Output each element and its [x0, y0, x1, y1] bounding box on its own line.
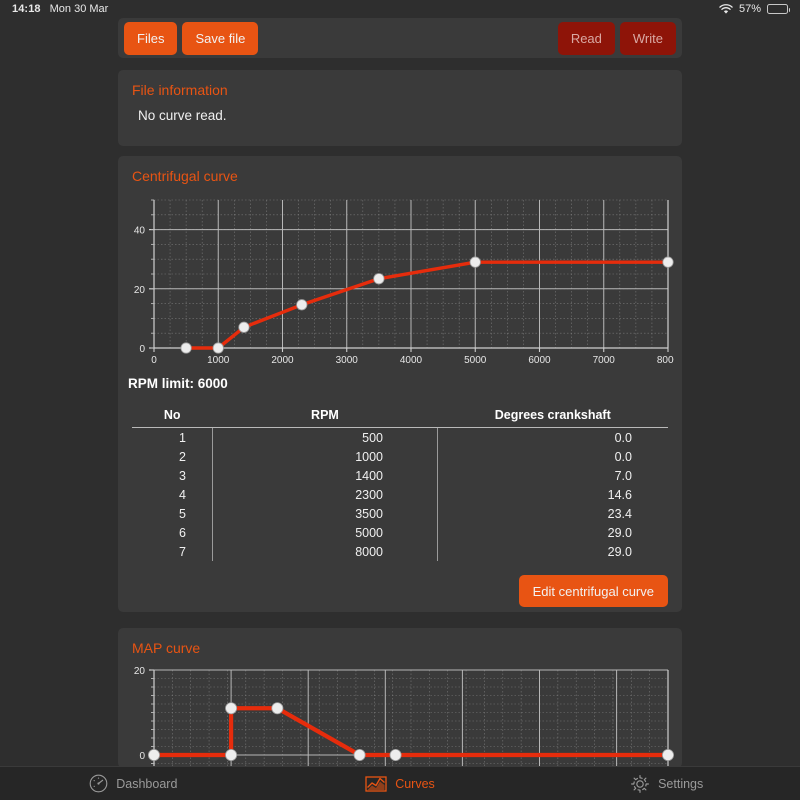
- map-chart[interactable]: 0 20: [126, 664, 674, 768]
- edit-centrifugal-curve-button[interactable]: Edit centrifugal curve: [518, 575, 668, 607]
- svg-text:20: 20: [134, 666, 146, 677]
- svg-text:3000: 3000: [336, 355, 359, 366]
- status-right-group: 57%: [719, 3, 790, 15]
- cell-no: 5: [178, 506, 186, 521]
- tab-settings-label: Settings: [658, 776, 704, 791]
- centrifugal-table: No RPM Degrees crankshaft 1 500 0.0 2 1000 0.…: [132, 405, 668, 561]
- centrifugal-chart[interactable]: 0 20 40 0 1000 2000 3000 4000 5000 6000 7000 8000: [126, 192, 674, 370]
- battery-percent: 57%: [738, 3, 761, 15]
- toolbar: Files Save file Read Write: [118, 18, 682, 58]
- table-row[interactable]: 4 2300 14.6: [132, 485, 668, 504]
- column-header-no: No: [132, 405, 213, 428]
- tab-dashboard[interactable]: Dashboard: [0, 774, 267, 793]
- cell-rpm: 3500: [211, 504, 438, 523]
- edit-button-row: Edit centrifugal curve: [132, 575, 668, 607]
- cell-degrees: 0.0: [437, 427, 668, 447]
- toolbar-left-group: Files Save file: [124, 21, 259, 55]
- cell-rpm: 5000: [211, 523, 438, 542]
- gauge-icon: [89, 774, 108, 793]
- status-time: 14:18: [12, 3, 41, 15]
- write-button[interactable]: Write: [619, 21, 676, 55]
- svg-text:1000: 1000: [207, 355, 230, 366]
- battery-icon: [767, 4, 790, 14]
- svg-text:6000: 6000: [528, 355, 551, 366]
- tab-dashboard-label: Dashboard: [116, 776, 178, 791]
- table-row[interactable]: 3 1400 7.0: [132, 466, 668, 485]
- tab-bar: Dashboard Curves: [0, 766, 800, 800]
- svg-text:2000: 2000: [271, 355, 294, 366]
- tab-curves-label: Curves: [395, 776, 435, 791]
- file-information-body: No curve read.: [118, 98, 682, 137]
- file-information-message: No curve read.: [138, 108, 227, 123]
- cell-degrees: 29.0: [437, 542, 668, 561]
- cell-no: 2: [178, 449, 186, 464]
- svg-text:0: 0: [139, 344, 145, 355]
- cell-degrees: 14.6: [437, 485, 668, 504]
- read-button[interactable]: Read: [557, 21, 615, 55]
- table-row[interactable]: 7 8000 29.0: [132, 542, 668, 561]
- svg-text:5000: 5000: [464, 355, 487, 366]
- svg-text:20: 20: [134, 285, 146, 296]
- status-date: Mon 30 Mar: [49, 3, 109, 15]
- file-information-title: File information: [132, 82, 228, 98]
- map-chart-wrap: 0 20: [118, 656, 682, 768]
- status-bar: 14:18 Mon 30 Mar 57%: [0, 0, 800, 18]
- centrifugal-curve-card: Centrifugal curve 0 20 40 0 1000 2000 3000 4000…: [118, 156, 682, 612]
- centrifugal-chart-wrap: 0 20 40 0 1000 2000 3000 4000 5000 6000 7000 8000: [118, 184, 682, 370]
- svg-text:8000: 8000: [657, 355, 674, 366]
- column-header-degrees: Degrees crankshaft: [437, 405, 668, 428]
- cell-degrees: 0.0: [437, 447, 668, 466]
- cell-no: 7: [178, 544, 186, 559]
- table-row[interactable]: 6 5000 29.0: [132, 523, 668, 542]
- cell-rpm: 1400: [211, 466, 438, 485]
- file-information-card: File information No curve read.: [118, 70, 682, 146]
- svg-text:40: 40: [134, 226, 146, 237]
- column-header-rpm: RPM: [212, 405, 438, 428]
- table-row[interactable]: 2 1000 0.0: [132, 447, 668, 466]
- cell-rpm: 2300: [211, 485, 438, 504]
- files-button[interactable]: Files: [124, 21, 178, 55]
- map-curve-card: MAP curve 0 20: [118, 628, 682, 768]
- chart-icon: [365, 774, 387, 793]
- table-body: 1 500 0.0 2 1000 0.0 3 1400 7.0 4 2300 14.6 5 3500 23.…: [132, 427, 668, 561]
- cell-rpm: 500: [211, 427, 438, 447]
- tab-settings[interactable]: Settings: [533, 774, 800, 794]
- wifi-icon: [719, 3, 733, 15]
- cell-no: 1: [178, 430, 186, 445]
- gear-icon: [630, 774, 650, 794]
- cell-degrees: 7.0: [437, 466, 668, 485]
- map-curve-title: MAP curve: [132, 640, 201, 656]
- cell-degrees: 29.0: [437, 523, 668, 542]
- svg-text:0: 0: [151, 355, 157, 366]
- rpm-limit-label: RPM limit: 6000: [128, 376, 228, 391]
- cell-degrees: 23.4: [437, 504, 668, 523]
- cell-no: 4: [178, 487, 186, 502]
- save-file-button[interactable]: Save file: [182, 21, 259, 55]
- table-row[interactable]: 5 3500 23.4: [132, 504, 668, 523]
- centrifugal-curve-title: Centrifugal curve: [132, 168, 238, 184]
- cell-no: 6: [178, 525, 186, 540]
- svg-text:0: 0: [139, 751, 145, 762]
- table-row[interactable]: 1 500 0.0: [132, 427, 668, 447]
- cell-no: 3: [178, 468, 186, 483]
- toolbar-right-group: Read Write: [557, 21, 676, 55]
- table-header-row: No RPM Degrees crankshaft: [132, 405, 668, 428]
- tab-curves[interactable]: Curves: [267, 774, 534, 793]
- cell-rpm: 1000: [211, 447, 438, 466]
- svg-text:4000: 4000: [400, 355, 423, 366]
- svg-text:7000: 7000: [593, 355, 616, 366]
- cell-rpm: 8000: [211, 542, 438, 561]
